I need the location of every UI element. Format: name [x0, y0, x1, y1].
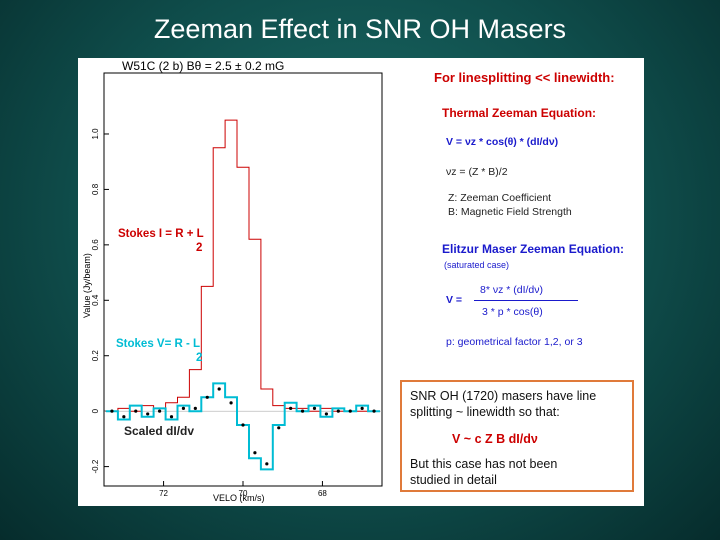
y-tick-label: 0.2 — [91, 350, 100, 362]
elitzur-denominator: 3 * p * cos(θ) — [482, 306, 543, 318]
stokes-i-line — [106, 119, 380, 412]
z-definition: Z: Zeeman Coefficient — [448, 192, 552, 204]
slide-title: Zeeman Effect in SNR OH Masers — [153, 14, 567, 44]
dI-dv-point — [336, 409, 340, 413]
y-ticks: 1.0 0.8 0.6 0.4 0.2 0 -0.2 — [91, 128, 109, 473]
dI-dv-point — [277, 426, 281, 430]
fraction-bar — [474, 300, 578, 301]
series-layer — [104, 119, 382, 471]
note-line-1: SNR OH (1720) masers have line — [410, 389, 597, 403]
b-definition: B: Magnetic Field Strength — [448, 206, 572, 218]
y-axis-label: Value (Jy/beam) — [82, 253, 92, 318]
y-tick-label: 0.4 — [91, 294, 100, 306]
dI-dv-point — [158, 409, 162, 413]
elitzur-heading: Elitzur Maser Zeeman Equation: — [442, 242, 625, 256]
elitzur-v-label: V = — [446, 294, 463, 306]
note-line-4: studied in detail — [410, 473, 497, 487]
note-box: SNR OH (1720) masers have line splitting… — [400, 380, 634, 492]
x-tick-label: 68 — [318, 489, 327, 498]
dI-dv-point — [360, 406, 364, 410]
thermal-v-equation: V = νz * cos(θ) * (dI/dν) — [446, 136, 559, 148]
content-panel: W51C (2 b) Bθ = 2.5 ± 0.2 mG Value (Jy/b… — [78, 58, 644, 506]
dI-dv-point — [193, 406, 197, 410]
dI-dv-point — [324, 412, 328, 416]
dI-dv-point — [134, 409, 138, 413]
dI-dv-point — [146, 412, 150, 416]
stokes-v-label: Stokes V= R - L — [116, 338, 201, 350]
dI-dv-point — [241, 423, 245, 427]
dI-dv-point — [169, 415, 174, 419]
dI-dv-point — [312, 406, 317, 410]
dI-dv-point — [229, 401, 233, 405]
dI-dv-point — [289, 406, 293, 410]
stokes-v-divisor: 2 — [196, 352, 203, 364]
y-tick-label: 0.8 — [91, 183, 100, 195]
x-tick-label: 70 — [239, 489, 248, 498]
dI-dv-point — [181, 406, 186, 410]
dI-dv-point — [372, 409, 376, 413]
y-tick-label: 1.0 — [91, 128, 100, 140]
dI-dv-point — [217, 387, 221, 391]
linesplitting-heading: For linesplitting << linewidth: — [434, 70, 615, 85]
zeeman-spectrum-chart: W51C (2 b) Bθ = 2.5 ± 0.2 mG Value (Jy/b… — [82, 59, 383, 503]
note-equation: V ~ c Z B dI/dν — [452, 432, 538, 446]
x-axis-label: VELO (km/s) — [213, 493, 265, 503]
x-tick-label: 72 — [159, 489, 168, 498]
x-ticks: 72 70 68 — [159, 481, 327, 498]
dI-dv-point — [110, 409, 114, 413]
dI-dv-point — [122, 415, 126, 419]
saturated-note: (saturated case) — [444, 260, 510, 270]
dI-dv-point — [253, 451, 257, 455]
dI-dv-point — [265, 462, 269, 466]
scaled-di-dv-label: Scaled dI/dv — [124, 424, 195, 438]
plot-header: W51C (2 b) Bθ = 2.5 ± 0.2 mG — [122, 59, 284, 73]
thermal-heading: Thermal Zeeman Equation: — [442, 106, 597, 120]
p-definition: p: geometrical factor 1,2, or 3 — [446, 336, 583, 348]
elitzur-numerator: 8* νz * (dI/dν) — [480, 284, 544, 296]
y-tick-label: -0.2 — [91, 459, 100, 473]
dI-dv-point — [300, 409, 305, 413]
note-line-2: splitting ~ linewidth so that: — [410, 405, 560, 419]
thermal-nuz-equation: νz = (Z * B)/2 — [446, 166, 508, 178]
y-tick-label: 0 — [91, 408, 100, 413]
dI-dv-point — [348, 409, 352, 413]
dI-dv-point — [205, 395, 209, 399]
stokes-i-divisor: 2 — [196, 242, 203, 254]
note-line-3: But this case has not been — [410, 457, 558, 471]
y-tick-label: 0.6 — [91, 239, 100, 251]
stokes-i-label: Stokes I = R + L — [118, 228, 204, 240]
